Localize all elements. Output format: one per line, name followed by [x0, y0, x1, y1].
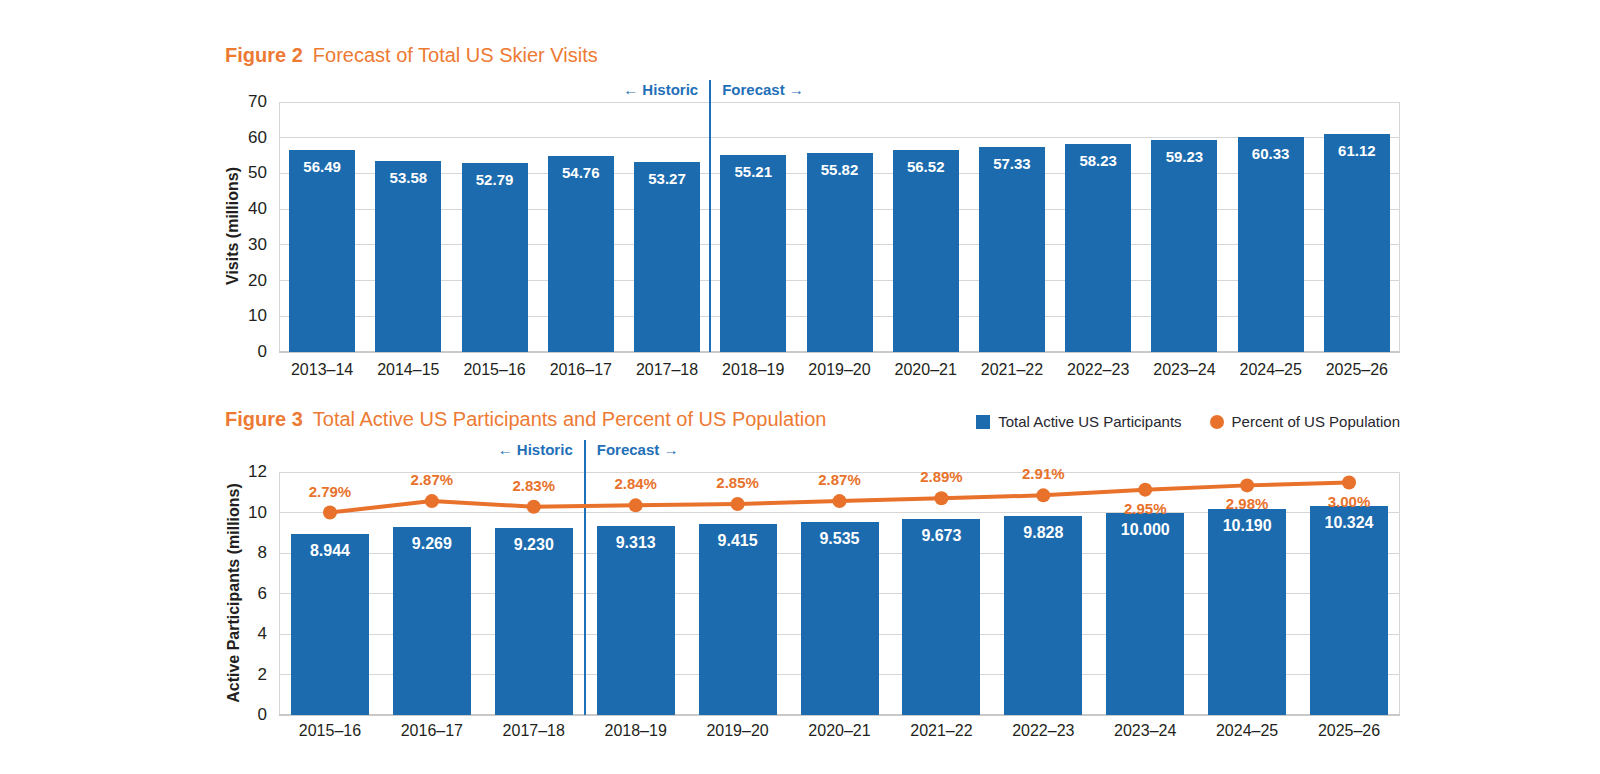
- line-point-marker: [629, 498, 643, 512]
- report-page: Figure 2Forecast of Total US Skier Visit…: [0, 0, 1600, 774]
- figure3-chart: 0246810128.9442015–169.2692016–179.23020…: [0, 0, 1600, 774]
- line-point-marker: [934, 491, 948, 505]
- percent-line-series: [0, 0, 1600, 774]
- line-point-marker: [731, 497, 745, 511]
- line-point-marker: [1342, 476, 1356, 490]
- line-point-marker: [323, 506, 337, 520]
- percent-value-label: 2.98%: [1202, 495, 1292, 512]
- percent-value-label: 2.91%: [998, 465, 1088, 482]
- percent-value-label: 2.87%: [795, 471, 885, 488]
- percent-value-label: 2.87%: [387, 471, 477, 488]
- line-point-marker: [1138, 483, 1152, 497]
- percent-value-label: 3.00%: [1304, 493, 1394, 510]
- line-point-marker: [425, 494, 439, 508]
- line-point-marker: [1036, 488, 1050, 502]
- percent-value-label: 2.95%: [1100, 500, 1190, 517]
- line-point-marker: [527, 500, 541, 514]
- percent-value-label: 2.85%: [693, 474, 783, 491]
- line-point-marker: [833, 494, 847, 508]
- percent-value-label: 2.83%: [489, 477, 579, 494]
- percent-value-label: 2.89%: [896, 468, 986, 485]
- percent-value-label: 2.79%: [285, 483, 375, 500]
- line-point-marker: [1240, 478, 1254, 492]
- percent-value-label: 2.84%: [591, 475, 681, 492]
